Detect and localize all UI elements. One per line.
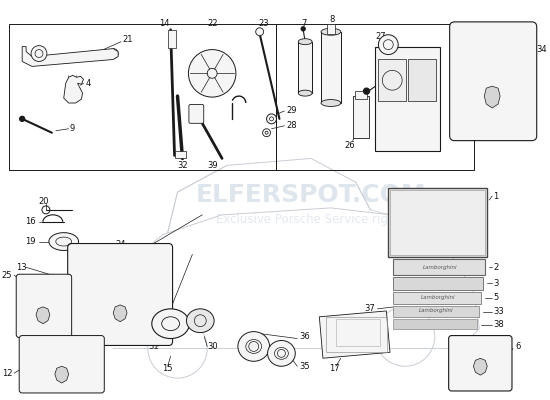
Text: 32: 32 (178, 161, 188, 170)
Bar (9, 24, 277, 170)
Bar (388, 188, 487, 257)
Circle shape (20, 116, 25, 121)
Text: 29: 29 (287, 106, 297, 116)
Text: 28: 28 (287, 121, 297, 130)
Text: 25: 25 (2, 271, 12, 280)
Bar (390, 190, 485, 256)
Text: 1: 1 (493, 192, 498, 200)
Text: 30: 30 (207, 342, 218, 351)
Text: 34: 34 (537, 45, 547, 54)
Ellipse shape (298, 90, 312, 96)
Text: 19: 19 (25, 237, 36, 246)
Text: 4: 4 (85, 79, 91, 88)
Circle shape (301, 27, 305, 31)
Circle shape (267, 114, 277, 124)
FancyBboxPatch shape (68, 244, 173, 346)
Polygon shape (474, 358, 487, 375)
Text: 20: 20 (38, 198, 48, 206)
Bar (353, 96, 368, 138)
Text: 14: 14 (160, 19, 170, 28)
Bar (393, 292, 481, 304)
Bar (393, 319, 477, 329)
Bar (321, 32, 341, 103)
Text: 33: 33 (493, 307, 504, 316)
Text: 39: 39 (207, 161, 218, 170)
Bar (393, 259, 485, 275)
Text: Lamborghini: Lamborghini (421, 296, 455, 300)
Text: 27: 27 (375, 32, 386, 41)
Bar (326, 317, 387, 352)
Polygon shape (36, 307, 50, 324)
Circle shape (256, 28, 263, 36)
Bar (168, 30, 175, 48)
Text: 21: 21 (122, 35, 133, 44)
Text: Lamborghini: Lamborghini (422, 265, 457, 270)
Bar (393, 306, 480, 317)
Bar (408, 60, 436, 101)
Circle shape (270, 117, 273, 121)
Text: 13: 13 (16, 263, 27, 272)
Ellipse shape (238, 332, 270, 361)
Circle shape (31, 46, 47, 62)
Polygon shape (485, 86, 500, 108)
Polygon shape (55, 366, 69, 383)
Text: 35: 35 (299, 362, 310, 371)
Text: 7: 7 (301, 19, 307, 28)
Text: 31: 31 (148, 342, 158, 351)
Ellipse shape (186, 309, 214, 332)
Text: 15: 15 (162, 364, 173, 373)
FancyBboxPatch shape (449, 336, 512, 391)
Text: Exclusive Porsche Service rights: Exclusive Porsche Service rights (216, 213, 406, 226)
Bar (393, 277, 483, 290)
Bar (320, 311, 390, 358)
Bar (376, 47, 440, 150)
Bar (277, 24, 475, 170)
Text: 22: 22 (207, 19, 217, 28)
FancyBboxPatch shape (16, 274, 72, 338)
Text: 24: 24 (115, 240, 126, 249)
FancyBboxPatch shape (19, 336, 104, 393)
Text: 37: 37 (365, 304, 376, 313)
Text: 36: 36 (299, 332, 310, 341)
Bar (174, 150, 186, 158)
Circle shape (378, 35, 398, 54)
Bar (355, 91, 366, 99)
Bar (327, 24, 335, 34)
Text: 12: 12 (2, 369, 12, 378)
Text: 5: 5 (493, 294, 498, 302)
Text: 16: 16 (25, 217, 36, 226)
FancyBboxPatch shape (189, 104, 204, 123)
Bar (378, 60, 406, 101)
Text: ELFERSPOT.COM: ELFERSPOT.COM (196, 183, 426, 207)
Circle shape (364, 88, 370, 94)
Text: Lamborghini: Lamborghini (419, 308, 453, 313)
Circle shape (262, 129, 271, 137)
Text: 23: 23 (258, 19, 269, 28)
Bar (336, 319, 381, 346)
Text: 6: 6 (515, 342, 520, 351)
Text: 26: 26 (345, 141, 355, 150)
Bar (298, 42, 312, 93)
Text: 8: 8 (329, 16, 334, 24)
Ellipse shape (49, 233, 79, 250)
Ellipse shape (321, 100, 341, 106)
Polygon shape (22, 47, 118, 66)
Ellipse shape (152, 309, 189, 338)
Polygon shape (113, 305, 127, 322)
Text: 17: 17 (329, 364, 339, 373)
Ellipse shape (298, 39, 312, 45)
Text: 38: 38 (493, 320, 504, 329)
FancyBboxPatch shape (450, 22, 537, 141)
Text: 9: 9 (70, 124, 75, 133)
Circle shape (189, 50, 236, 97)
Ellipse shape (321, 28, 341, 35)
Text: 3: 3 (493, 279, 498, 288)
Circle shape (207, 68, 217, 78)
Ellipse shape (267, 340, 295, 366)
Text: 2: 2 (493, 263, 498, 272)
Polygon shape (64, 75, 84, 103)
